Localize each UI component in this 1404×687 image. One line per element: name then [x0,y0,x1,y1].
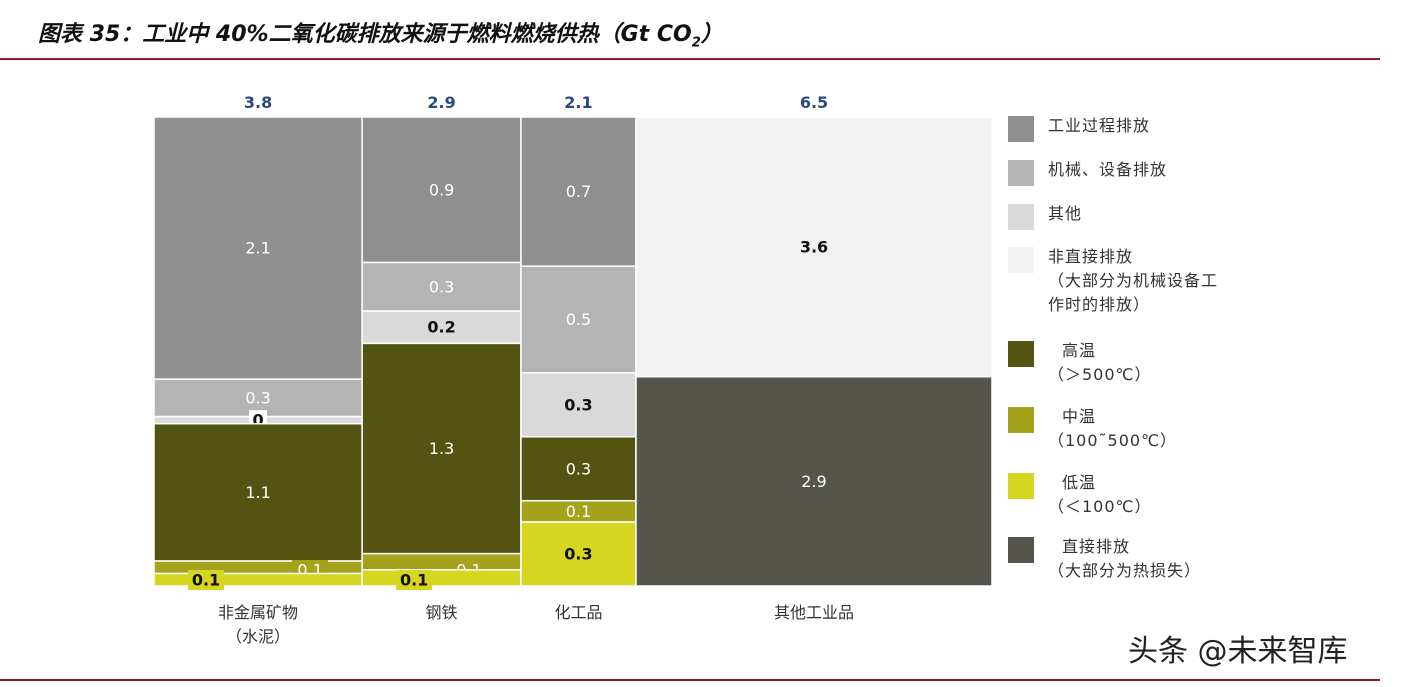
legend-label: 高温 （＞500℃） [1048,339,1152,387]
legend-swatch [1008,247,1034,273]
legend-label-line: 低温 [1062,473,1097,492]
legend-label-line: 中温 [1062,407,1097,426]
bar-segment-low_temp [520,521,637,587]
data-label-low_temp: 0.1 [400,571,428,590]
bar-segment-mid_temp [153,560,363,575]
data-label-tag [396,570,433,590]
legend-swatch [1008,204,1034,230]
data-label-industrial_process: 2.1 [245,239,270,258]
legend-label-line: 高温 [1062,341,1097,360]
legend-swatch [1008,341,1034,367]
bar-column-2: 0.7 0.5 0.3 0.3 0.1 0.3 2.1 化工品 [520,93,637,622]
bar-segment-low_temp [153,572,363,587]
legend-label-line: 直接排放 [1062,537,1131,556]
bar-segment-other [361,310,522,345]
column-total-label: 6.5 [800,93,828,112]
bar-segment-machinery [520,265,637,374]
legend-label-line: （＞500℃） [1048,365,1152,384]
bar-column-3: 3.6 2.9 6.5 其他工业品 [635,93,993,622]
data-label-machinery: 0.3 [245,388,270,407]
legend-swatch [1008,407,1034,433]
category-label: 化工品 [554,603,602,622]
data-label-low_temp: 0.1 [192,571,220,590]
legend-label: 工业过程排放 [1048,114,1150,138]
bar-column-1: 0.90.30.21.30.10.12.9钢铁 [361,93,522,622]
bar-segment-high_temp [361,342,522,555]
legend-label-line: 工业过程排放 [1048,116,1151,135]
chart-title-subscript: 2 [691,35,701,51]
data-label-high_temp: 1.1 [245,483,270,502]
data-label-industrial_process: 0.9 [429,180,454,199]
legend-label-line: （＜100℃） [1048,497,1152,516]
legend-label-line: 其他 [1048,204,1083,223]
data-label-indirect: 3.6 [800,237,828,256]
bottom-rule [0,679,1380,681]
watermark: 头条 @未来智库 [1128,634,1348,669]
legend-label-line: 非直接排放 [1048,247,1134,266]
data-label-other: 0.3 [564,395,592,414]
legend-label: 直接排放 （大部分为热损失） [1048,535,1201,583]
bar-segment-industrial_process [153,116,363,380]
bar-segment-direct [635,376,993,587]
legend-swatch [1008,160,1034,186]
data-label-other: 0 [252,411,263,430]
bar-segment-low_temp [361,569,522,587]
data-label-low_temp: 0.3 [564,545,592,564]
title-bar: 图表 35：工业中 40%二氧化碳排放来源于燃料燃烧供热（Gt CO2） [0,0,1380,60]
data-label-high_temp: 1.3 [429,439,454,458]
legend-label: 机械、设备排放 [1048,158,1167,182]
legend-label: 非直接排放 （大部分为机械设备工 作时的排放） [1048,245,1218,317]
legend-label-line: 机械、设备排放 [1048,160,1168,179]
column-total-label: 3.8 [244,93,272,112]
category-label: 非金属矿物 [218,603,298,622]
legend-label-line: （大部分为热损失） [1048,561,1202,580]
data-label-industrial_process: 0.7 [566,182,591,201]
legend-label-line: （100˜500℃） [1048,431,1178,450]
chart-title-close: ） [700,22,723,47]
legend-label: 中温 （100˜500℃） [1048,405,1177,453]
bar-segment-industrial_process [520,116,637,267]
column-total-label: 2.1 [564,93,592,112]
legend-label: 其他 [1048,202,1082,226]
legend-label-line: 作时的排放） [1048,295,1151,314]
category-label: 钢铁 [426,603,458,622]
legend-swatch [1008,537,1034,563]
category-label: 其他工业品 [774,603,854,622]
data-label-machinery: 0.5 [566,310,591,329]
legend-swatch [1008,473,1034,499]
column-total-label: 2.9 [427,93,455,112]
legend-label: 低温 （＜100℃） [1048,471,1152,519]
data-label-direct: 2.9 [801,472,826,491]
bar-segment-mid_temp [361,552,522,571]
data-label-high_temp: 0.3 [566,459,591,478]
bar-segment-high_temp [520,436,637,502]
chart-title-main: 图表 35：工业中 40%二氧化碳排放来源于燃料燃烧供热（Gt CO [38,22,692,47]
data-label-tag [188,570,224,590]
data-label-other: 0.2 [427,318,455,337]
category-label: （水泥） [226,627,290,646]
data-label-mid_temp: 0.1 [566,502,591,521]
bar-segment-indirect [635,116,993,378]
legend-swatch [1008,116,1034,142]
chart-title: 图表 35：工业中 40%二氧化碳排放来源于燃料燃烧供热（Gt CO2） [38,16,723,50]
marimekko-chart: 2.1 0.3 0 1.1 0.1 0.1 3.8 非金属矿物 （水泥） 0.9 0.3 0.2 1.3… [153,93,993,646]
legend-label-line: （大部分为机械设备工 [1048,271,1219,290]
data-label-machinery: 0.3 [429,277,454,296]
bar-segment-other [520,372,637,438]
